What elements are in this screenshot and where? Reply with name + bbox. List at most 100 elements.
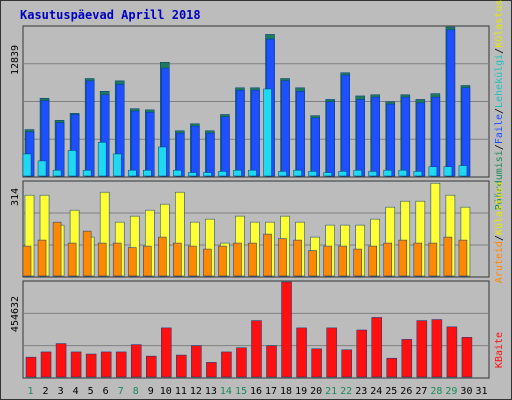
bar-pages-day-26 — [401, 96, 411, 177]
bar-kbytes-day-8 — [130, 344, 142, 378]
bar-files-day-17 — [263, 88, 272, 177]
bar-kbytes-day-23 — [356, 329, 367, 378]
legend-sep-3: / — [494, 48, 505, 54]
x-tick-day: 9 — [148, 386, 154, 397]
x-tick-day: 20 — [310, 386, 322, 397]
x-tick-day: 14 — [220, 386, 232, 397]
bar-sites-day-19 — [293, 239, 302, 277]
bar-files-day-24 — [368, 171, 377, 177]
bar-sites-day-9 — [143, 245, 152, 277]
x-tick-day: 10 — [160, 386, 172, 397]
bar-sites-day-13 — [203, 248, 212, 277]
x-tick-day: 23 — [355, 386, 367, 397]
panel-visits: 314 — [10, 180, 490, 278]
bar-sites-day-15 — [233, 242, 242, 277]
bar-kbytes-day-25 — [386, 357, 398, 378]
bar-sites-day-14 — [218, 245, 227, 277]
panel-kbytes-ymax-label: 454632 — [10, 296, 21, 332]
bar-files-day-19 — [293, 169, 302, 177]
bar-sites-day-12 — [188, 245, 197, 277]
legend-kulastusi-mid: Külastusi — [494, 181, 505, 235]
bar-files-day-25 — [383, 169, 393, 177]
bar-sites-day-4 — [67, 242, 77, 277]
x-tick-day: 16 — [250, 386, 262, 397]
bar-kbytes-day-19 — [296, 327, 307, 378]
legend-sep-2: / — [494, 108, 505, 114]
bar-kbytes-day-16 — [251, 320, 262, 378]
bar-sites-day-8 — [127, 247, 137, 277]
bar-files-day-30 — [458, 165, 468, 177]
bar-files-day-7 — [112, 153, 122, 177]
bar-sites-day-20 — [308, 250, 317, 277]
bar-sites-day-25 — [383, 242, 393, 277]
bar-files-day-2 — [37, 160, 47, 177]
bar-kbytes-day-4 — [70, 351, 82, 378]
bar-files-day-6 — [97, 142, 107, 177]
bar-sites-day-24 — [368, 245, 377, 277]
bar-sites-day-6 — [97, 242, 107, 277]
x-tick-day: 6 — [103, 386, 109, 397]
bar-files-day-23 — [353, 169, 362, 177]
bar-pages-day-14 — [221, 116, 230, 177]
bar-sites-day-7 — [112, 242, 122, 277]
panel-visits-bars — [22, 182, 471, 277]
bar-sites-day-18 — [278, 238, 287, 277]
bar-files-day-18 — [278, 171, 287, 177]
bar-sites-day-30 — [458, 239, 468, 277]
x-tick-day: 19 — [295, 386, 307, 397]
bar-kbytes-day-21 — [326, 327, 337, 378]
right-legend-top: Pöördumisi/Faile/Lehekülgi/Külastusi — [494, 0, 505, 210]
x-tick-day: 22 — [340, 386, 352, 397]
x-tick-day: 25 — [385, 386, 397, 397]
x-axis-day-labels: 1 2 3 4 5 6 7 8 9 10 11 12 13 14 15 16 17 18 19 20 21 22 23 24 2… — [28, 386, 488, 397]
bar-kbytes-day-5 — [85, 353, 97, 378]
bar-sites-day-1 — [22, 245, 32, 277]
legend-poordumisi: Pöördumisi — [494, 150, 505, 210]
bar-kbytes-day-22 — [341, 349, 352, 378]
bar-files-day-22 — [338, 171, 347, 177]
bar-pages-day-18 — [281, 80, 290, 177]
bar-pages-day-9 — [146, 111, 155, 177]
x-tick-day: 30 — [460, 386, 472, 397]
legend-sep-4: / — [494, 235, 505, 241]
bar-files-day-27 — [413, 171, 423, 177]
bar-pages-day-25 — [386, 103, 396, 177]
bar-pages-day-21 — [326, 101, 335, 177]
bar-sites-day-26 — [398, 239, 408, 277]
bar-files-day-13 — [203, 172, 212, 177]
bar-pages-day-3 — [55, 122, 65, 177]
x-tick-day: 27 — [415, 386, 427, 397]
x-tick-day: 4 — [73, 386, 79, 397]
x-tick-day: 31 — [475, 386, 487, 397]
bar-files-day-26 — [398, 169, 408, 177]
bar-kbytes-day-12 — [191, 345, 202, 378]
bar-kbytes-day-9 — [146, 355, 157, 378]
bar-files-day-16 — [248, 169, 257, 177]
bar-pages-day-15 — [236, 89, 245, 177]
legend-kbaite: KBaite — [494, 332, 505, 368]
panel-kbytes: 454632 — [10, 280, 490, 379]
bar-kbytes-day-11 — [176, 354, 187, 378]
bar-kbytes-day-18 — [281, 281, 292, 378]
bar-kbytes-day-2 — [40, 351, 52, 378]
x-tick-day: 21 — [325, 386, 337, 397]
bar-files-day-14 — [218, 171, 227, 177]
bar-pages-day-29 — [446, 29, 456, 177]
bar-kbytes-day-27 — [416, 320, 428, 378]
right-legend-middle: Aruteid/Külastusi — [494, 181, 505, 283]
x-tick-day: 8 — [133, 386, 139, 397]
bar-files-day-15 — [233, 169, 242, 177]
bar-sites-day-23 — [353, 248, 362, 277]
panel-kbytes-bars — [25, 281, 473, 378]
bar-files-day-10 — [158, 146, 167, 177]
bar-pages-day-22 — [341, 74, 350, 177]
bar-kbytes-day-26 — [401, 339, 413, 378]
x-tick-day: 12 — [190, 386, 202, 397]
x-tick-day: 3 — [58, 386, 64, 397]
bar-files-day-9 — [143, 169, 152, 177]
bar-sites-day-29 — [443, 236, 453, 277]
x-tick-day: 26 — [400, 386, 412, 397]
bar-files-day-29 — [443, 166, 453, 177]
bar-pages-day-19 — [296, 91, 305, 177]
